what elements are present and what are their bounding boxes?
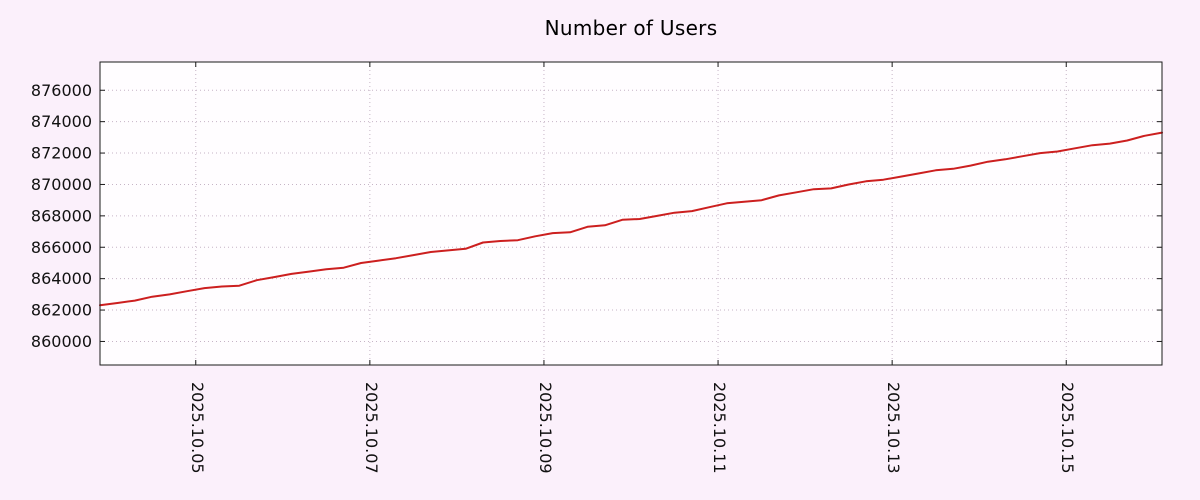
y-axis-tick-label: 870000 [31, 175, 92, 194]
plot-border [99, 61, 1163, 366]
y-axis-tick-label: 862000 [31, 301, 92, 320]
x-axis-tick-label: 2025.10.07 [362, 382, 381, 474]
x-axis-tick-label: 2025.10.11 [710, 382, 729, 474]
x-axis-tick-label: 2025.10.09 [536, 382, 555, 474]
y-axis-tick-label: 872000 [31, 144, 92, 163]
plot-area [100, 62, 1162, 365]
y-axis-tick-label: 868000 [31, 206, 92, 225]
y-axis-tick-label: 866000 [31, 238, 92, 257]
y-axis-tick-label: 876000 [31, 81, 92, 100]
x-axis-tick-label: 2025.10.13 [884, 382, 903, 474]
y-axis-tick-label: 874000 [31, 112, 92, 131]
y-axis-tick-label: 860000 [31, 332, 92, 351]
users-line-series [99, 131, 1163, 307]
chart-title: Number of Users [544, 16, 718, 40]
y-axis-tick-label: 864000 [31, 269, 92, 288]
x-axis-tick-label: 2025.10.15 [1058, 382, 1077, 474]
x-axis-tick-label: 2025.10.05 [188, 382, 207, 474]
